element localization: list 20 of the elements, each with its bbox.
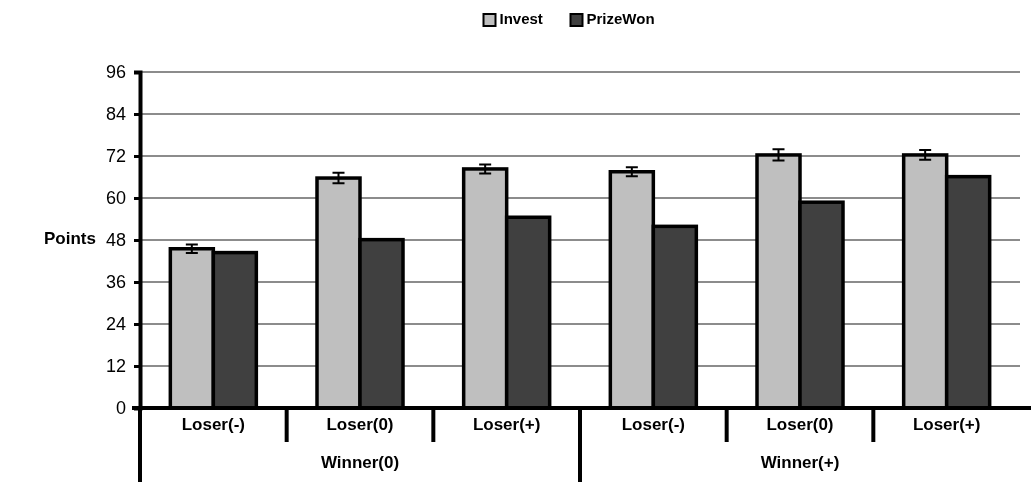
y-tick-label: 72 [105,146,126,167]
x-tick-label: Loser(0) [766,415,834,435]
y-tick-label: 60 [105,188,126,209]
y-tick-label: 36 [105,272,126,293]
x-tick-label: Loser(0) [326,415,394,435]
text: Winner(+) [760,453,840,473]
y-tick-label: 84 [105,104,126,125]
y-tick-label: 96 [105,62,126,83]
text: Winner(0) [320,453,400,473]
y-tick-label: 0 [115,398,126,419]
y-tick-label: 48 [105,230,126,251]
x-tick-label: Loser(-) [181,415,245,435]
x-tick-label: Loser(-) [621,415,685,435]
y-tick-label: 12 [105,356,126,377]
legend-label: PrizeWon [586,9,655,27]
y-tick-label: 24 [105,314,126,335]
x-tick-label: Loser(+) [912,415,981,435]
legend-label: Invest [499,9,543,27]
x-tick-label: Loser(+) [472,415,541,435]
y-axis-title: Points [44,229,96,249]
